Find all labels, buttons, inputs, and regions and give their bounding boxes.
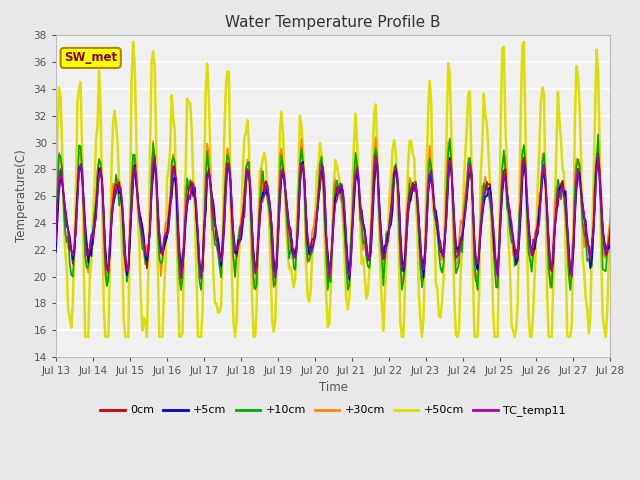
- Title: Water Temperature Profile B: Water Temperature Profile B: [225, 15, 441, 30]
- Text: SW_met: SW_met: [64, 51, 117, 64]
- X-axis label: Time: Time: [319, 382, 348, 395]
- Legend: 0cm, +5cm, +10cm, +30cm, +50cm, TC_temp11: 0cm, +5cm, +10cm, +30cm, +50cm, TC_temp1…: [96, 401, 570, 421]
- Y-axis label: Temperature(C): Temperature(C): [15, 150, 28, 242]
